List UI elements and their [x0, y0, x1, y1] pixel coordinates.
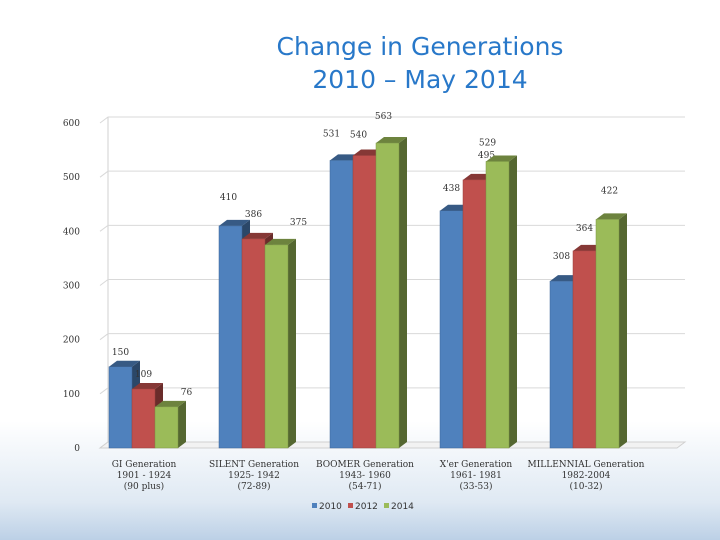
- data-label: 495: [478, 151, 495, 161]
- data-label: 529: [479, 138, 496, 148]
- x-category-label: (33-53): [460, 481, 493, 492]
- y-tick-label: 300: [63, 282, 80, 292]
- bar-top: [155, 400, 186, 407]
- x-category-label: BOOMER Generation: [316, 460, 414, 470]
- x-category-label: MILLENNIAL Generation: [528, 460, 645, 470]
- x-category-label: 1961- 1981: [450, 471, 502, 481]
- y-tick-label: 600: [63, 119, 80, 129]
- legend-swatch-2012: [348, 503, 353, 508]
- legend-swatch-2010: [312, 503, 317, 508]
- bar-2012: [572, 250, 597, 449]
- bar-2012: [352, 155, 377, 449]
- x-category-label: (72-89): [238, 481, 271, 492]
- bar-top: [265, 238, 296, 245]
- legend-label: 2012: [355, 502, 378, 512]
- x-category-label: 1925- 1942: [228, 471, 280, 481]
- bar-2010: [218, 225, 243, 449]
- bar-top: [486, 155, 517, 162]
- bar-2010: [439, 210, 464, 449]
- x-category-label: 1943- 1960: [339, 471, 391, 481]
- bar-2010: [329, 160, 354, 449]
- bar-side: [399, 137, 407, 448]
- bar-2014: [375, 142, 400, 449]
- data-label: 438: [443, 184, 460, 194]
- y-tick-label: 200: [63, 336, 80, 346]
- legend-label: 2014: [391, 502, 414, 512]
- y-tick-label: 100: [63, 390, 80, 400]
- x-category-label: 1901 - 1924: [117, 471, 172, 481]
- data-label: 375: [290, 218, 307, 228]
- bar-2012: [241, 238, 266, 449]
- bar-2012: [462, 179, 487, 449]
- bar-2014: [154, 406, 179, 449]
- bar-top: [132, 382, 163, 389]
- bar-2014: [485, 161, 510, 449]
- data-label: 540: [350, 131, 367, 141]
- bar-2014: [595, 219, 620, 449]
- bar-top: [219, 219, 250, 226]
- x-category-label: GI Generation: [112, 460, 177, 470]
- x-category-label: X'er Generation: [440, 460, 513, 470]
- x-category-label: (54-71): [349, 481, 382, 492]
- y-tick-label: 500: [63, 173, 80, 183]
- data-label: 109: [135, 370, 152, 380]
- x-category-label: (90 plus): [124, 481, 164, 492]
- chart-title-line2: 2010 – May 2014: [312, 65, 528, 94]
- y-tick-label: 0: [74, 444, 80, 454]
- data-label: 150: [112, 348, 129, 358]
- bar-top: [242, 232, 273, 239]
- gridline: [99, 116, 685, 124]
- bar-2012: [131, 388, 156, 449]
- bar-2014: [264, 244, 289, 449]
- bar-top: [596, 213, 627, 220]
- bar-side: [178, 400, 186, 448]
- x-category-label: 1982-2004: [562, 471, 611, 481]
- data-label: 422: [601, 186, 618, 196]
- data-label: 364: [576, 224, 593, 234]
- bar-side: [509, 155, 517, 449]
- legend-label: 2010: [319, 502, 342, 512]
- data-label: 76: [181, 388, 193, 398]
- data-label: 410: [220, 193, 237, 203]
- bar-top: [109, 360, 140, 367]
- bar-top: [376, 137, 407, 144]
- data-label: 308: [553, 252, 570, 262]
- bar-side: [288, 238, 296, 448]
- bar-2010: [108, 366, 133, 449]
- data-label: 386: [245, 210, 262, 220]
- data-label: 531: [323, 129, 340, 139]
- data-label: 563: [375, 112, 392, 122]
- x-category-label: (10-32): [570, 481, 603, 492]
- bar-side: [619, 213, 627, 448]
- chart-title-line1: Change in Generations: [276, 32, 564, 61]
- y-tick-label: 400: [63, 227, 80, 237]
- legend-swatch-2014: [384, 503, 389, 508]
- x-category-label: SILENT Generation: [209, 460, 299, 470]
- bar-2010: [549, 280, 574, 449]
